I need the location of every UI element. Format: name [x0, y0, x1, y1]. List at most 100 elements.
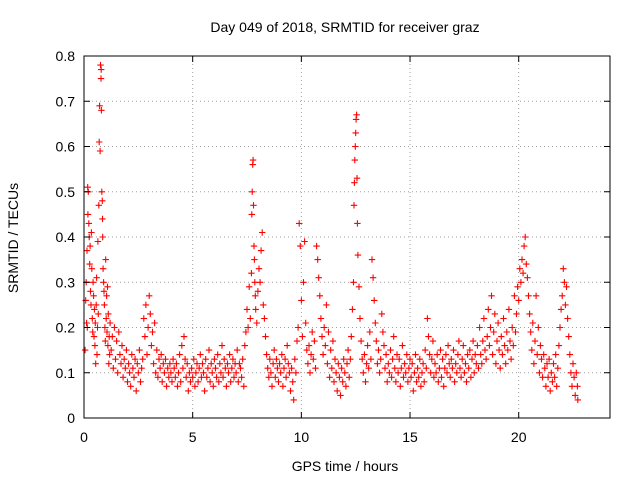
data-point [390, 333, 397, 340]
data-point [482, 356, 490, 363]
data-point [506, 337, 514, 345]
data-point [375, 346, 382, 354]
data-point [436, 365, 443, 372]
data-point [456, 365, 464, 372]
data-point [429, 337, 437, 345]
data-point [96, 138, 103, 146]
data-point [117, 360, 125, 367]
data-point [291, 356, 298, 363]
data-point [531, 337, 539, 345]
data-point [516, 265, 523, 272]
data-point [431, 360, 439, 367]
data-point [91, 306, 98, 313]
data-point [428, 356, 435, 363]
data-point [94, 238, 102, 245]
data-point [129, 365, 137, 372]
data-point [293, 337, 301, 345]
data-point [424, 315, 431, 322]
data-point [250, 202, 257, 209]
data-point [499, 351, 506, 358]
x-axis-label: GPS time / hours [292, 458, 399, 474]
data-point [350, 202, 358, 209]
data-point [108, 346, 115, 354]
data-point [534, 351, 541, 358]
data-point [103, 292, 110, 299]
y-tick-labels: 0 0.1 0.2 0.3 0.4 0.5 0.6 0.7 0.8 [56, 48, 76, 426]
data-point [324, 360, 331, 367]
data-point [374, 360, 381, 367]
data-point [136, 346, 143, 354]
data-point [202, 356, 209, 363]
data-point [401, 360, 408, 367]
data-point [285, 360, 292, 367]
data-point [511, 292, 518, 299]
y-tick-label: 0.3 [56, 274, 76, 290]
data-point [153, 346, 160, 354]
data-point [552, 351, 559, 358]
data-point [99, 265, 107, 272]
data-point [353, 111, 360, 118]
data-point [236, 360, 243, 367]
data-point [218, 342, 226, 349]
data-point [255, 265, 263, 272]
data-point [205, 346, 213, 354]
data-point [191, 383, 199, 390]
data-point [178, 342, 185, 349]
data-point [413, 378, 420, 385]
data-point [198, 374, 205, 381]
data-point [393, 351, 401, 358]
data-point [183, 374, 190, 381]
data-point [548, 369, 555, 376]
data-point [353, 175, 361, 182]
data-point [292, 369, 300, 376]
data-point [360, 369, 367, 376]
data-point [361, 351, 368, 358]
data-point [330, 378, 338, 385]
data-point [260, 301, 267, 309]
data-point [156, 365, 164, 372]
data-point [256, 279, 264, 286]
data-point [116, 351, 124, 358]
data-point [98, 107, 105, 114]
data-point [249, 188, 256, 195]
y-axis-label: SRMTID / TECUs [5, 183, 21, 293]
data-point [284, 342, 291, 349]
data-point [89, 279, 97, 286]
data-point [421, 378, 428, 385]
data-point [560, 265, 567, 272]
data-point [101, 324, 109, 331]
data-point [376, 369, 383, 376]
data-point [101, 301, 108, 309]
data-point [367, 356, 375, 363]
data-point [574, 383, 581, 390]
data-point [356, 315, 364, 322]
data-point [460, 342, 467, 349]
data-point [88, 265, 95, 272]
data-point [146, 292, 153, 299]
data-point [465, 365, 472, 372]
data-point [480, 315, 488, 322]
data-point [491, 310, 498, 318]
data-point [102, 256, 109, 263]
data-point [152, 369, 159, 376]
data-point [514, 283, 521, 290]
data-point [432, 369, 440, 376]
data-point [567, 369, 575, 376]
data-point [211, 356, 218, 363]
data-point [169, 356, 177, 363]
data-point [128, 351, 135, 358]
data-point [509, 324, 516, 331]
data-point [566, 351, 573, 358]
data-point [154, 374, 162, 381]
data-point [416, 356, 423, 363]
data-point [488, 292, 495, 299]
data-point [346, 374, 353, 381]
data-point [142, 301, 150, 309]
data-point [238, 374, 245, 381]
data-point [90, 333, 98, 340]
data-point [113, 337, 120, 345]
data-point [457, 374, 465, 381]
data-point [344, 346, 352, 354]
data-point [354, 251, 362, 259]
